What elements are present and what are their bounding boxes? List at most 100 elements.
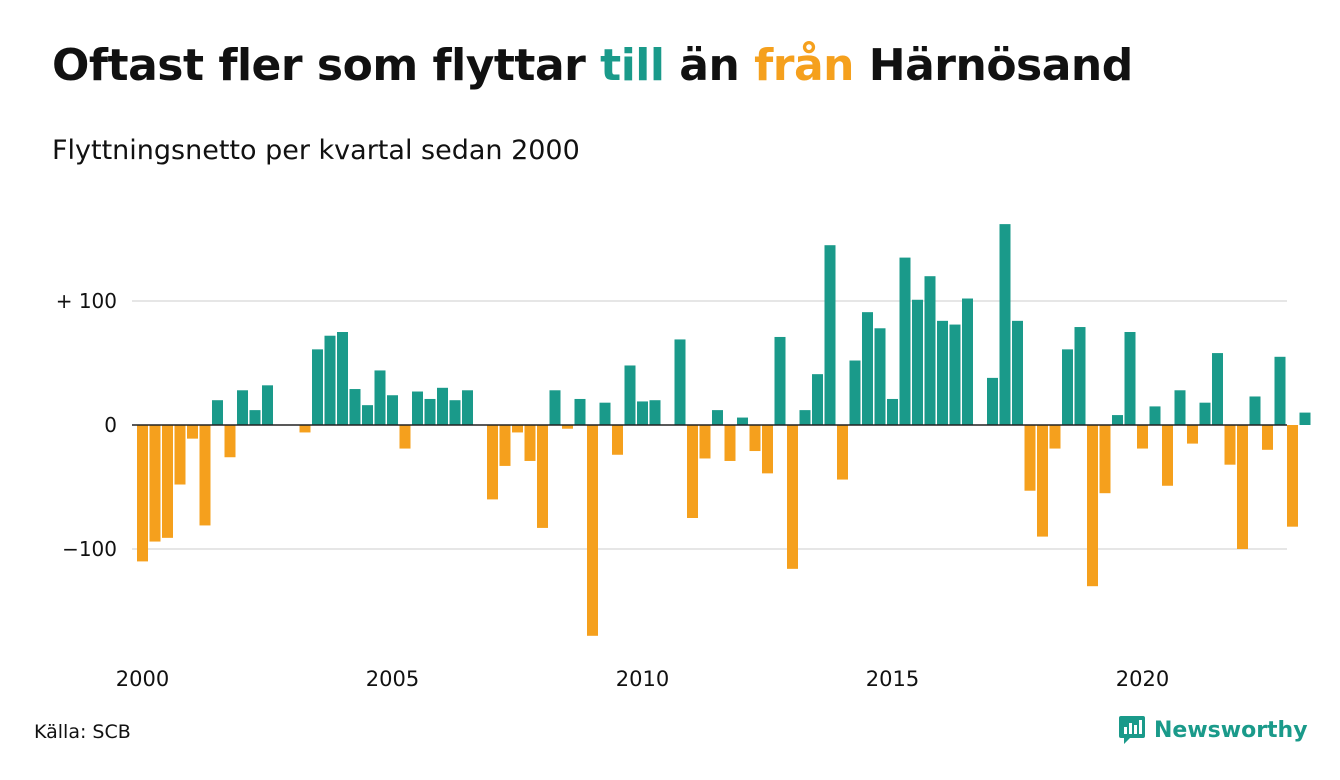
bar — [849, 360, 861, 425]
y-tick-label: 0 — [104, 413, 117, 437]
bar — [712, 410, 723, 425]
bar — [199, 425, 211, 526]
bar — [574, 398, 586, 425]
bar — [1262, 425, 1273, 450]
bar — [262, 385, 273, 425]
bar — [999, 224, 1011, 425]
bar — [674, 339, 686, 425]
bar — [787, 425, 798, 569]
newsworthy-logo-icon — [1119, 716, 1145, 744]
bar — [987, 377, 998, 425]
bar — [1162, 425, 1173, 486]
bar — [862, 312, 873, 425]
bar — [562, 425, 573, 429]
bar — [637, 401, 648, 425]
bar — [962, 298, 973, 425]
bar — [524, 425, 536, 461]
bar — [537, 425, 548, 528]
bar — [1237, 425, 1248, 549]
bar — [724, 425, 736, 461]
bar — [1212, 353, 1223, 425]
bar — [837, 425, 848, 480]
bar — [887, 398, 898, 425]
bar — [1137, 425, 1148, 449]
bar — [587, 425, 598, 636]
chart-title: Oftast fler som flyttar till än från Här… — [52, 40, 1133, 91]
axes: −100 0 + 100 2000 2005 2010 2015 2020 — [56, 289, 1287, 691]
bar — [1287, 425, 1298, 527]
x-tick-label: 2010 — [616, 667, 669, 691]
bar — [212, 400, 223, 425]
bar — [424, 398, 436, 425]
bar — [1049, 425, 1061, 449]
bar — [1249, 396, 1261, 425]
bar — [1124, 332, 1136, 425]
bar — [462, 390, 473, 425]
bar — [1224, 425, 1236, 465]
bar — [612, 425, 623, 455]
bar — [1187, 425, 1198, 444]
title-highlight-till: till — [600, 40, 665, 91]
bar — [1174, 390, 1186, 425]
bar — [449, 400, 461, 425]
bar — [137, 425, 148, 562]
bar — [387, 395, 398, 425]
bar — [512, 425, 523, 433]
bar — [624, 365, 636, 425]
bar — [549, 390, 561, 425]
bar — [1024, 425, 1036, 491]
brand-name: Newsworthy — [1154, 717, 1308, 743]
bar — [299, 425, 311, 433]
bar — [762, 425, 773, 474]
bar — [1112, 415, 1123, 425]
bar — [699, 425, 711, 459]
bars — [137, 224, 1311, 636]
bar — [187, 425, 198, 439]
bar — [1087, 425, 1098, 587]
bar — [599, 402, 611, 425]
bar — [1062, 349, 1073, 425]
brand-logo: Newsworthy — [1118, 712, 1308, 748]
bar — [437, 387, 448, 425]
bar — [324, 335, 336, 425]
x-tick-label: 2020 — [1116, 667, 1169, 691]
bar — [499, 425, 511, 466]
title-highlight-fran: från — [754, 40, 854, 91]
bar — [1274, 356, 1286, 425]
y-tick-label: −100 — [62, 537, 117, 561]
bar — [349, 389, 361, 425]
bar — [174, 425, 186, 485]
bar — [899, 257, 911, 425]
chart-subtitle: Flyttningsnetto per kvartal sedan 2000 — [52, 135, 580, 166]
x-tick-label: 2000 — [116, 667, 169, 691]
bar — [799, 410, 811, 425]
title-part: än — [664, 40, 755, 91]
bar — [1012, 320, 1023, 425]
bar — [812, 374, 823, 425]
bar — [1199, 402, 1211, 425]
bar — [824, 245, 836, 425]
y-tick-label: + 100 — [56, 289, 117, 313]
bar — [874, 328, 886, 425]
bar — [749, 425, 761, 452]
bar — [312, 349, 323, 425]
bar — [224, 425, 236, 458]
bar — [337, 332, 348, 425]
bar — [412, 391, 423, 425]
bar — [362, 405, 373, 425]
bar — [249, 410, 261, 425]
bar — [924, 276, 936, 425]
x-tick-label: 2015 — [866, 667, 919, 691]
bar — [937, 320, 948, 425]
bar — [949, 324, 961, 425]
bar — [774, 336, 786, 425]
bar — [1299, 412, 1311, 425]
bar — [737, 417, 748, 425]
bar — [912, 299, 923, 425]
bar — [374, 370, 386, 425]
bar — [149, 425, 161, 542]
bar — [1099, 425, 1111, 494]
bar — [1074, 327, 1086, 425]
bar — [1149, 406, 1161, 425]
